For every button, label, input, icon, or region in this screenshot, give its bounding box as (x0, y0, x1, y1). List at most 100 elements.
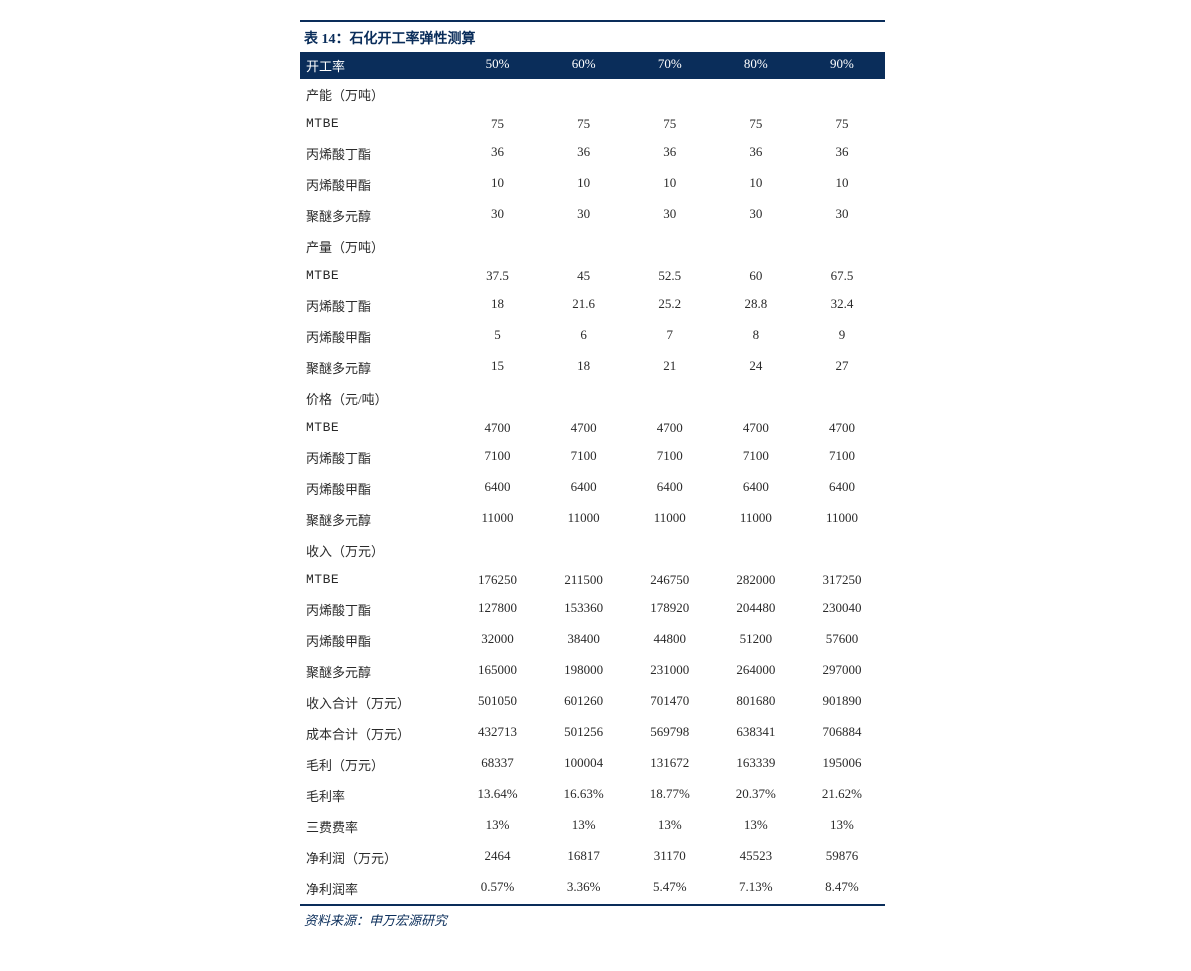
cell: 4700 (713, 420, 799, 436)
table-row: MTBE37.54552.56067.5 (300, 262, 885, 290)
cell: 57600 (799, 631, 885, 650)
cell: 231000 (627, 662, 713, 681)
cell: 153360 (541, 600, 627, 619)
page: 表 14：石化开工率弹性测算 开工率 50% 60% 70% 80% 90% 产… (0, 0, 1191, 971)
row-label: 丙烯酸丁酯 (300, 144, 454, 163)
cell: 45 (541, 268, 627, 284)
cell: 4700 (541, 420, 627, 436)
header-col: 70% (627, 56, 713, 75)
row-label: 丙烯酸甲酯 (300, 479, 454, 498)
row-label: 丙烯酸甲酯 (300, 175, 454, 194)
table-row: 净利润（万元）246416817311704552359876 (300, 842, 885, 873)
cell: 165000 (454, 662, 540, 681)
cell: 10 (713, 175, 799, 194)
cell: 30 (454, 206, 540, 225)
cell: 5.47% (627, 879, 713, 898)
cell: 67.5 (799, 268, 885, 284)
table-row: 丙烯酸甲酯64006400640064006400 (300, 473, 885, 504)
row-label: 丙烯酸丁酯 (300, 448, 454, 467)
table-row: 聚醚多元醇165000198000231000264000297000 (300, 656, 885, 687)
row-label: MTBE (300, 268, 454, 284)
header-col: 50% (454, 56, 540, 75)
section-heading-label: 产量（万吨） (300, 237, 456, 256)
cell: 10 (799, 175, 885, 194)
cell: 75 (454, 116, 540, 132)
cell: 6400 (799, 479, 885, 498)
cell: 638341 (713, 724, 799, 743)
cell: 198000 (541, 662, 627, 681)
cell: 2464 (454, 848, 540, 867)
cell: 6400 (454, 479, 540, 498)
cell: 75 (713, 116, 799, 132)
table-row: 丙烯酸丁酯127800153360178920204480230040 (300, 594, 885, 625)
table-row: 成本合计（万元）432713501256569798638341706884 (300, 718, 885, 749)
cell: 264000 (713, 662, 799, 681)
cell: 13% (713, 817, 799, 836)
cell: 195006 (799, 755, 885, 774)
table-row: 聚醚多元醇3030303030 (300, 200, 885, 231)
table-row: 丙烯酸甲酯1010101010 (300, 169, 885, 200)
section-heading: 产量（万吨） (300, 231, 885, 262)
cell: 10 (541, 175, 627, 194)
cell: 11000 (713, 510, 799, 529)
cell: 18.77% (627, 786, 713, 805)
cell: 32000 (454, 631, 540, 650)
row-label: MTBE (300, 116, 454, 132)
cell: 10 (454, 175, 540, 194)
table-row: 丙烯酸丁酯1821.625.228.832.4 (300, 290, 885, 321)
section-heading: 产能（万吨） (300, 79, 885, 110)
cell: 13% (799, 817, 885, 836)
cell: 27 (799, 358, 885, 377)
cell: 100004 (541, 755, 627, 774)
row-label: 丙烯酸丁酯 (300, 296, 454, 315)
cell: 25.2 (627, 296, 713, 315)
table-row: 丙烯酸甲酯3200038400448005120057600 (300, 625, 885, 656)
cell: 701470 (627, 693, 713, 712)
cell: 0.57% (454, 879, 540, 898)
cell: 13% (541, 817, 627, 836)
cell: 15 (454, 358, 540, 377)
cell: 7100 (713, 448, 799, 467)
cell: 4700 (454, 420, 540, 436)
row-label: 毛利率 (300, 786, 454, 805)
table-row: 净利润率0.57%3.36%5.47%7.13%8.47% (300, 873, 885, 904)
cell: 297000 (799, 662, 885, 681)
section-heading-label: 产能（万吨） (300, 85, 456, 104)
cell: 21 (627, 358, 713, 377)
cell: 7100 (541, 448, 627, 467)
cell: 706884 (799, 724, 885, 743)
cell: 8 (713, 327, 799, 346)
cell: 21.62% (799, 786, 885, 805)
table-row: 丙烯酸丁酯71007100710071007100 (300, 442, 885, 473)
cell: 317250 (799, 572, 885, 588)
cell: 18 (454, 296, 540, 315)
cell: 282000 (713, 572, 799, 588)
header-label: 开工率 (300, 56, 454, 75)
cell: 13% (454, 817, 540, 836)
cell: 230040 (799, 600, 885, 619)
cell: 7 (627, 327, 713, 346)
row-label: 收入合计（万元） (300, 693, 454, 712)
row-label: 聚醚多元醇 (300, 358, 454, 377)
row-label: 三费费率 (300, 817, 454, 836)
cell: 4700 (799, 420, 885, 436)
cell: 127800 (454, 600, 540, 619)
cell: 36 (627, 144, 713, 163)
cell: 30 (541, 206, 627, 225)
row-label: 毛利（万元） (300, 755, 454, 774)
cell: 10 (627, 175, 713, 194)
cell: 45523 (713, 848, 799, 867)
sensitivity-table: 表 14：石化开工率弹性测算 开工率 50% 60% 70% 80% 90% 产… (300, 20, 885, 933)
cell: 6400 (541, 479, 627, 498)
cell: 20.37% (713, 786, 799, 805)
cell: 211500 (541, 572, 627, 588)
row-label: MTBE (300, 572, 454, 588)
cell: 21.6 (541, 296, 627, 315)
table-source: 资料来源：申万宏源研究 (300, 904, 885, 933)
table-row: 聚醚多元醇1100011000110001100011000 (300, 504, 885, 535)
header-col: 90% (799, 56, 885, 75)
cell: 8.47% (799, 879, 885, 898)
cell: 52.5 (627, 268, 713, 284)
table-header: 开工率 50% 60% 70% 80% 90% (300, 52, 885, 79)
cell: 601260 (541, 693, 627, 712)
